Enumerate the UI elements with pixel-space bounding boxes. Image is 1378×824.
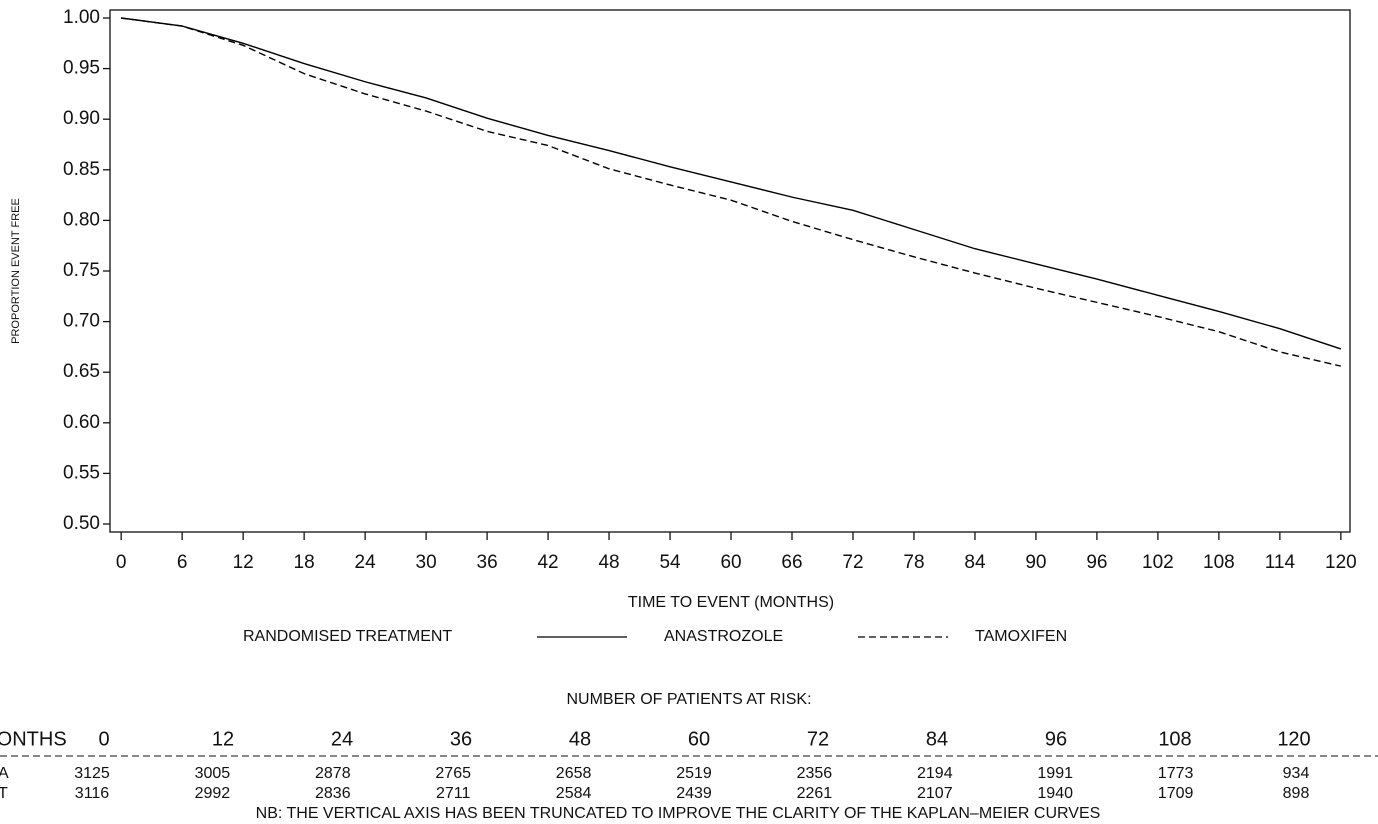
x-tick-label: 78 bbox=[903, 552, 924, 573]
risk-table-value: 2711 bbox=[436, 785, 471, 802]
legend-label: ANASTROZOLE bbox=[664, 628, 783, 645]
x-tick-label: 66 bbox=[781, 552, 802, 573]
x-tick-label: 42 bbox=[537, 552, 558, 573]
y-tick-label: 1.00 bbox=[63, 7, 100, 28]
x-axis-label: TIME TO EVENT (MONTHS) bbox=[628, 594, 834, 611]
risk-table-month: 120 bbox=[1277, 728, 1310, 750]
risk-table-value: 2765 bbox=[435, 765, 471, 782]
risk-table-month: 72 bbox=[807, 728, 829, 750]
x-tick-label: 102 bbox=[1142, 552, 1174, 573]
x-tick-label: 54 bbox=[659, 552, 681, 573]
x-tick-label: 36 bbox=[477, 552, 498, 573]
risk-table-value: 2107 bbox=[917, 785, 953, 802]
risk-table-value: 1940 bbox=[1037, 785, 1073, 802]
risk-table-month: 96 bbox=[1045, 728, 1067, 750]
risk-table-value: 2878 bbox=[315, 765, 351, 782]
risk-table-value: 2439 bbox=[676, 785, 712, 802]
risk-table-value: 2519 bbox=[676, 765, 712, 782]
y-axis-label: PROPORTION EVENT FREE bbox=[10, 198, 22, 344]
risk-table-month: 108 bbox=[1158, 728, 1191, 750]
y-tick-label: 0.80 bbox=[63, 209, 100, 230]
risk-table-value: 2194 bbox=[917, 765, 953, 782]
x-tick-label: 6 bbox=[177, 552, 188, 573]
risk-table-month: 12 bbox=[212, 728, 234, 750]
plot-frame bbox=[109, 9, 1351, 533]
risk-table-value: 2992 bbox=[195, 785, 231, 802]
risk-table-value: 2836 bbox=[315, 785, 351, 802]
y-tick-label: 0.65 bbox=[63, 361, 100, 382]
y-tick-label: 0.90 bbox=[63, 108, 100, 129]
risk-table-value: 3116 bbox=[75, 785, 110, 802]
legend-label: TAMOXIFEN bbox=[975, 628, 1067, 645]
x-tick-label: 18 bbox=[294, 552, 315, 573]
y-tick-label: 0.60 bbox=[63, 412, 100, 433]
risk-table-title: NUMBER OF PATIENTS AT RISK: bbox=[566, 691, 811, 708]
risk-table-value: 2356 bbox=[797, 765, 833, 782]
x-tick-label: 96 bbox=[1086, 552, 1107, 573]
risk-table-value: 1991 bbox=[1037, 765, 1073, 782]
x-tick-label: 12 bbox=[233, 552, 254, 573]
risk-table-month: 60 bbox=[688, 728, 710, 750]
risk-table-value: 2658 bbox=[556, 765, 592, 782]
x-tick-label: 72 bbox=[842, 552, 863, 573]
risk-table-row-label: T bbox=[0, 785, 8, 802]
legend-title: RANDOMISED TREATMENT bbox=[243, 628, 452, 645]
y-tick-label: 0.95 bbox=[63, 58, 100, 79]
series-line bbox=[121, 17, 1342, 367]
x-tick-label: 30 bbox=[416, 552, 437, 573]
x-tick-label: 24 bbox=[355, 552, 377, 573]
risk-table-header-label: MONTHS bbox=[0, 728, 67, 750]
risk-table-month: 48 bbox=[569, 728, 591, 750]
x-tick-label: 108 bbox=[1203, 552, 1235, 573]
footnote: NB: THE VERTICAL AXIS HAS BEEN TRUNCATED… bbox=[256, 805, 1101, 822]
risk-table-month: 0 bbox=[98, 728, 109, 750]
y-tick-label: 0.85 bbox=[63, 159, 100, 180]
risk-table-value: 3005 bbox=[195, 765, 231, 782]
risk-table-month: 36 bbox=[450, 728, 472, 750]
series-line bbox=[121, 17, 1342, 350]
x-tick-label: 60 bbox=[720, 552, 741, 573]
risk-table-row-label: A bbox=[0, 765, 9, 782]
y-tick-label: 0.55 bbox=[63, 462, 100, 483]
x-tick-label: 90 bbox=[1025, 552, 1046, 573]
risk-table-month: 84 bbox=[926, 728, 948, 750]
risk-table-value: 2261 bbox=[797, 785, 833, 802]
x-tick-label: 120 bbox=[1325, 552, 1357, 573]
x-tick-label: 0 bbox=[116, 552, 127, 573]
x-tick-label: 114 bbox=[1265, 552, 1296, 573]
risk-table-value: 3125 bbox=[74, 765, 110, 782]
y-tick-label: 0.75 bbox=[63, 260, 100, 281]
risk-table-value: 934 bbox=[1283, 765, 1310, 782]
risk-table-value: 1773 bbox=[1158, 765, 1194, 782]
risk-table-value: 898 bbox=[1283, 785, 1310, 802]
x-tick-label: 84 bbox=[964, 552, 986, 573]
risk-table-value: 1709 bbox=[1158, 785, 1194, 802]
risk-table-month: 24 bbox=[331, 728, 353, 750]
x-tick-label: 48 bbox=[598, 552, 619, 573]
y-tick-label: 0.70 bbox=[63, 311, 100, 332]
y-tick-label: 0.50 bbox=[63, 513, 100, 534]
risk-table-value: 2584 bbox=[556, 785, 592, 802]
